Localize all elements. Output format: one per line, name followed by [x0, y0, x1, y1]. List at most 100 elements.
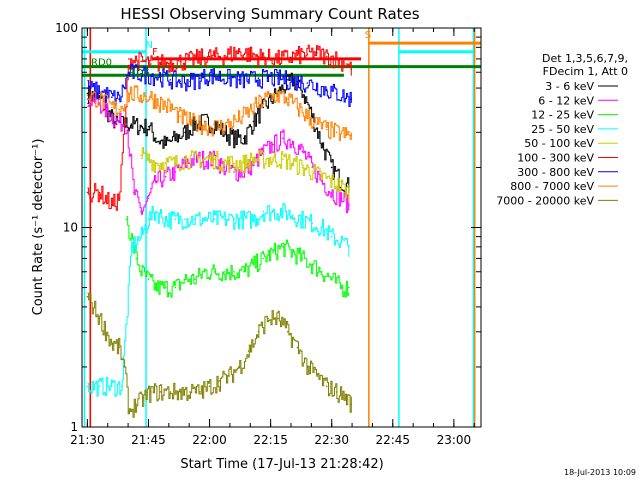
series-8-point-25: [316, 375, 318, 377]
series-4-point-0: [140, 154, 142, 157]
y-tick-label-0: 1: [70, 420, 78, 434]
series-1-point-21: [282, 137, 284, 140]
series-2-point-17: [282, 246, 284, 248]
legend-label-1: 6 - 12 keV: [538, 94, 594, 107]
series-5-point-27: [350, 68, 353, 71]
series-8-point-6: [135, 403, 137, 406]
series-0-point-16: [243, 137, 245, 140]
series-7-point-20: [286, 98, 289, 100]
series-2-point-2: [140, 271, 142, 273]
series-4-point-15: [282, 158, 284, 160]
series-7-point-24: [326, 128, 328, 131]
series-6-point-24: [326, 89, 328, 91]
series-7-point-23: [316, 123, 318, 125]
series-0-point-5: [140, 125, 142, 128]
series-6-point-22: [306, 82, 309, 84]
series-4-point-6: [194, 158, 196, 160]
series-3: [86, 202, 350, 397]
series-7-point-14: [228, 123, 230, 125]
series-8: [86, 292, 353, 418]
x-axis-label: Start Time (17-Jul-13 21:28:42): [180, 457, 383, 472]
series-3-point-12: [203, 218, 206, 220]
series-2-point-20: [311, 264, 314, 266]
series-5-point-9: [179, 60, 181, 63]
series-5-point-6: [150, 63, 152, 65]
series-6-point-12: [208, 74, 211, 76]
series-1-point-23: [301, 150, 304, 153]
series-4-point-8: [213, 158, 216, 160]
series-0-point-8: [164, 143, 167, 146]
series-4-point-19: [321, 175, 323, 178]
series-line-4: [141, 147, 350, 203]
series-8-point-11: [179, 391, 181, 393]
series-3-point-16: [243, 218, 245, 220]
annotation-3: RD6: [129, 68, 150, 79]
series-line-2: [126, 216, 350, 298]
series-8-point-1: [98, 317, 101, 320]
series-2-point-5: [164, 286, 167, 289]
series-7-point-21: [296, 106, 299, 109]
series-5-point-25: [335, 58, 338, 60]
series-7: [86, 85, 353, 141]
series-2-point-1: [135, 257, 137, 260]
series-7-point-16: [247, 111, 250, 113]
series-3-point-7: [155, 210, 157, 213]
series-8-point-2: [111, 343, 113, 346]
series-7-point-5: [140, 94, 142, 97]
series-1-point-3: [115, 120, 118, 123]
series-6-point-17: [257, 77, 260, 79]
series-3-point-5: [140, 235, 142, 238]
series-6-point-27: [350, 98, 353, 100]
series-1-point-16: [233, 171, 235, 173]
series-3-point-15: [233, 218, 235, 220]
legend-label-7: 800 - 7000 keV: [510, 180, 594, 193]
series-7-point-8: [169, 106, 172, 109]
annotation-0: N: [146, 40, 153, 51]
series-0-point-15: [233, 137, 235, 140]
legend-header-1: FDecim 1, Att 0: [543, 65, 628, 78]
series-4-point-14: [272, 158, 274, 160]
series-5-point-1: [98, 191, 101, 194]
series-5-point-16: [247, 53, 250, 55]
x-tick-label-6: 23:00: [437, 433, 472, 447]
series-8-point-21: [277, 317, 279, 320]
series-2-point-7: [184, 278, 186, 281]
generated-timestamp: 18-Jul-2013 10:09: [564, 468, 636, 477]
series-2: [125, 216, 350, 298]
series-0-point-22: [301, 90, 304, 93]
series-5-point-12: [208, 55, 211, 58]
series-0-point-0: [86, 92, 89, 95]
series-8-point-13: [199, 391, 201, 393]
series-1-point-2: [106, 111, 108, 113]
chart-title: HESSI Observing Summary Count Rates: [120, 5, 419, 23]
y-tick-label-1: 10: [63, 221, 78, 235]
series-6-point-8: [169, 79, 172, 81]
series-8-point-28: [345, 397, 348, 399]
series-6-point-5: [140, 72, 142, 75]
legend-label-2: 12 - 25 keV: [531, 109, 594, 122]
series-8-point-29: [350, 403, 353, 406]
series-6-point-26: [345, 96, 348, 98]
series-1-point-27: [340, 197, 343, 200]
series-5-point-14: [228, 53, 230, 55]
series-8-point-24: [306, 366, 309, 368]
series-6-point-16: [247, 79, 250, 81]
series-3-point-20: [282, 210, 284, 213]
series-8-point-12: [189, 391, 191, 393]
series-3-point-26: [340, 240, 343, 243]
series-6-point-21: [296, 80, 299, 83]
series-3-point-0: [86, 385, 89, 388]
series-4-point-20: [330, 180, 333, 183]
series-0-point-23: [311, 115, 314, 118]
series-4-point-22: [348, 191, 350, 194]
series-3-point-8: [164, 218, 167, 220]
series-3-point-2: [111, 385, 113, 388]
series-2-point-10: [213, 271, 216, 273]
series-5-point-3: [118, 197, 120, 200]
series-8-point-16: [228, 375, 230, 377]
series-3-point-21: [291, 214, 294, 217]
series-4-point-9: [223, 162, 225, 164]
series-1-point-28: [348, 204, 350, 206]
series-6-point-6: [150, 74, 152, 76]
